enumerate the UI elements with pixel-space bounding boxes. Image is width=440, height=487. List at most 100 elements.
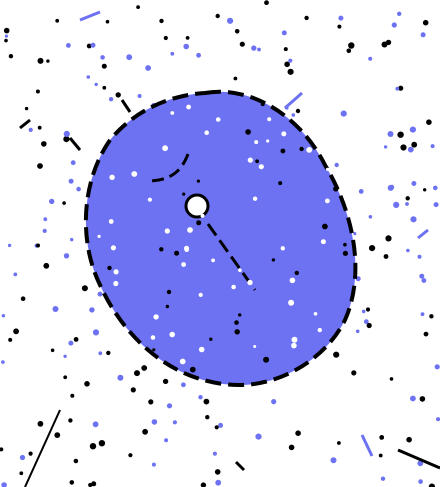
particle xyxy=(98,351,103,356)
particle xyxy=(295,108,301,114)
particle xyxy=(281,30,287,36)
particle xyxy=(389,377,394,381)
particle xyxy=(369,245,376,252)
particle xyxy=(102,85,107,90)
blue-blob[interactable] xyxy=(83,89,358,387)
particle xyxy=(1,360,5,364)
ring-icon[interactable] xyxy=(184,193,210,219)
particle xyxy=(162,145,169,152)
particle xyxy=(338,15,344,21)
particle xyxy=(68,178,74,184)
particle xyxy=(169,331,175,338)
particle xyxy=(423,188,427,192)
particle xyxy=(343,242,347,247)
particle xyxy=(239,41,245,47)
particle xyxy=(417,460,424,467)
particle xyxy=(113,280,119,287)
particle xyxy=(113,269,119,275)
particle xyxy=(428,483,435,487)
particle xyxy=(181,262,187,267)
particle xyxy=(405,196,410,201)
particle xyxy=(152,348,156,352)
particle xyxy=(326,167,330,171)
particle xyxy=(340,110,347,117)
stray-lines xyxy=(19,10,440,487)
particle xyxy=(211,258,216,263)
particle xyxy=(182,192,186,196)
particle xyxy=(400,144,407,151)
particle xyxy=(128,453,133,458)
particle xyxy=(247,279,253,286)
stray-line xyxy=(19,118,31,130)
particle xyxy=(151,462,156,467)
particle xyxy=(198,346,205,353)
particle xyxy=(162,378,169,385)
particle xyxy=(234,320,239,325)
particle xyxy=(283,47,288,52)
particle xyxy=(409,126,416,133)
particle xyxy=(4,38,8,43)
particle xyxy=(183,43,189,50)
particle xyxy=(306,147,313,153)
particle xyxy=(137,94,142,98)
particle xyxy=(322,223,328,230)
particle xyxy=(411,181,417,186)
particle xyxy=(151,419,158,425)
particle xyxy=(62,201,66,205)
particle xyxy=(254,140,259,145)
particle xyxy=(299,146,304,152)
stray-line xyxy=(360,434,374,457)
particle xyxy=(342,250,348,256)
stray-line xyxy=(68,137,82,151)
pointer-line xyxy=(206,223,257,291)
particle xyxy=(333,351,340,358)
particle xyxy=(407,146,414,153)
particle xyxy=(170,111,175,115)
particle xyxy=(215,117,221,122)
particle xyxy=(393,201,400,208)
particle xyxy=(433,185,438,191)
particle xyxy=(257,47,261,52)
particle xyxy=(164,228,170,234)
particle xyxy=(198,292,203,297)
particle xyxy=(304,15,309,21)
particle xyxy=(174,250,180,256)
particle xyxy=(234,29,240,34)
particle xyxy=(109,174,115,180)
particle xyxy=(200,482,207,487)
particle xyxy=(325,198,330,204)
particle xyxy=(233,76,238,81)
particle xyxy=(37,57,44,64)
particle xyxy=(73,337,79,342)
particle xyxy=(281,131,287,137)
particle xyxy=(330,457,337,464)
particle xyxy=(251,45,257,51)
particle xyxy=(35,89,40,94)
particle xyxy=(258,164,264,170)
particle xyxy=(383,145,388,149)
stray-line xyxy=(417,228,429,240)
particle xyxy=(346,48,352,54)
particle xyxy=(142,428,149,435)
particle xyxy=(245,129,251,135)
particle xyxy=(147,197,152,202)
particle xyxy=(291,336,298,343)
particle xyxy=(215,13,220,19)
particle xyxy=(429,314,434,319)
particle xyxy=(421,278,427,283)
particle xyxy=(368,215,373,219)
particle xyxy=(410,216,417,223)
particle xyxy=(406,248,410,253)
particle xyxy=(52,306,59,312)
particle xyxy=(397,131,404,138)
particle xyxy=(90,42,96,48)
particle xyxy=(55,18,60,23)
particle xyxy=(410,395,416,402)
particle xyxy=(317,327,322,333)
particle xyxy=(91,481,97,487)
particle xyxy=(271,399,277,405)
particle xyxy=(212,451,217,456)
particle xyxy=(159,247,164,252)
particle xyxy=(36,243,40,248)
